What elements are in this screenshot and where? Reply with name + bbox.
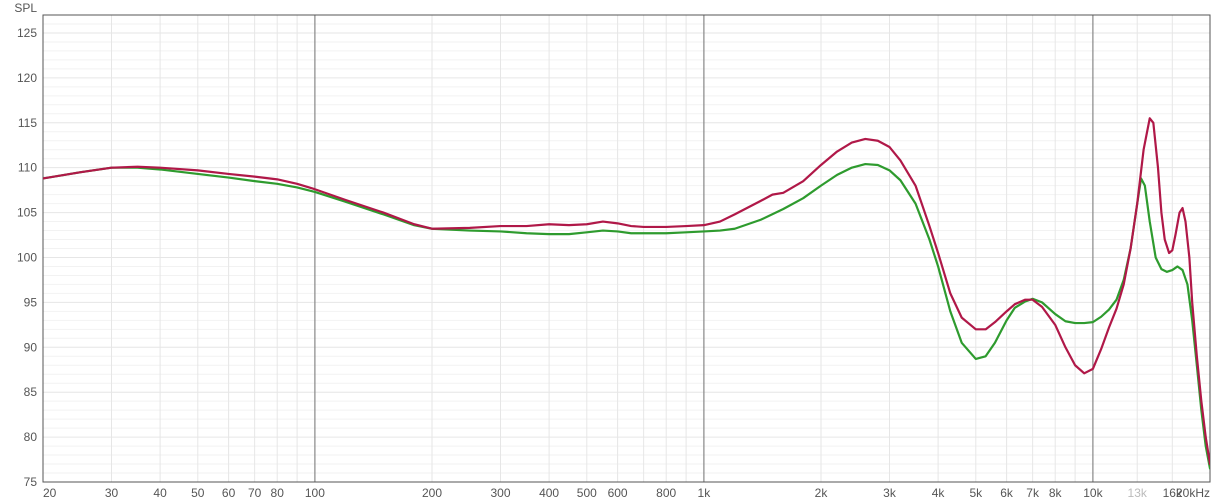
y-tick-label: 85 — [24, 385, 38, 399]
x-tick-label: 13k — [1128, 486, 1148, 500]
x-tick-label: 400 — [539, 486, 559, 500]
x-tick-label: 20 — [43, 486, 57, 500]
x-tick-label: 4k — [932, 486, 946, 500]
y-tick-label: 105 — [17, 206, 37, 220]
y-tick-label: 115 — [18, 116, 37, 130]
y-tick-label: 90 — [24, 340, 38, 354]
y-tick-label: 75 — [24, 475, 38, 489]
x-tick-label: 600 — [608, 486, 628, 500]
y-axis-title: SPL — [14, 1, 37, 15]
x-tick-label: 2k — [815, 486, 829, 500]
x-tick-label: 500 — [577, 486, 597, 500]
x-tick-label: 70 — [248, 486, 262, 500]
y-tick-label: 80 — [24, 430, 38, 444]
y-tick-label: 100 — [17, 250, 37, 264]
x-tick-label: 3k — [883, 486, 897, 500]
y-tick-label: 95 — [24, 295, 38, 309]
x-tick-label: 50 — [191, 486, 205, 500]
x-tick-label: 40 — [153, 486, 167, 500]
spl-frequency-chart: 75 80 85 90 95 100 105 110 115 120 125 SPL 20 30 40 50 6… — [0, 0, 1220, 502]
x-tick-label: 100 — [305, 486, 325, 500]
y-tick-label: 120 — [17, 71, 37, 85]
x-tick-label: 1k — [698, 486, 712, 500]
x-tick-label: 200 — [422, 486, 442, 500]
y-tick-label: 110 — [18, 161, 37, 175]
x-tick-label: 8k — [1049, 486, 1063, 500]
x-tick-label: 10k — [1083, 486, 1103, 500]
x-tick-label: 80 — [271, 486, 285, 500]
x-tick-label: 60 — [222, 486, 236, 500]
y-tick-label: 125 — [17, 26, 37, 40]
x-tick-label: 6k — [1000, 486, 1014, 500]
x-tick-label: 5k — [969, 486, 983, 500]
x-tick-label: 300 — [490, 486, 510, 500]
x-tick-label: 20kHz — [1176, 486, 1210, 500]
x-tick-label: 30 — [105, 486, 119, 500]
chart-svg: 75 80 85 90 95 100 105 110 115 120 125 SPL 20 30 40 50 6… — [0, 0, 1220, 502]
x-tick-label: 800 — [656, 486, 676, 500]
x-tick-label: 7k — [1026, 486, 1040, 500]
